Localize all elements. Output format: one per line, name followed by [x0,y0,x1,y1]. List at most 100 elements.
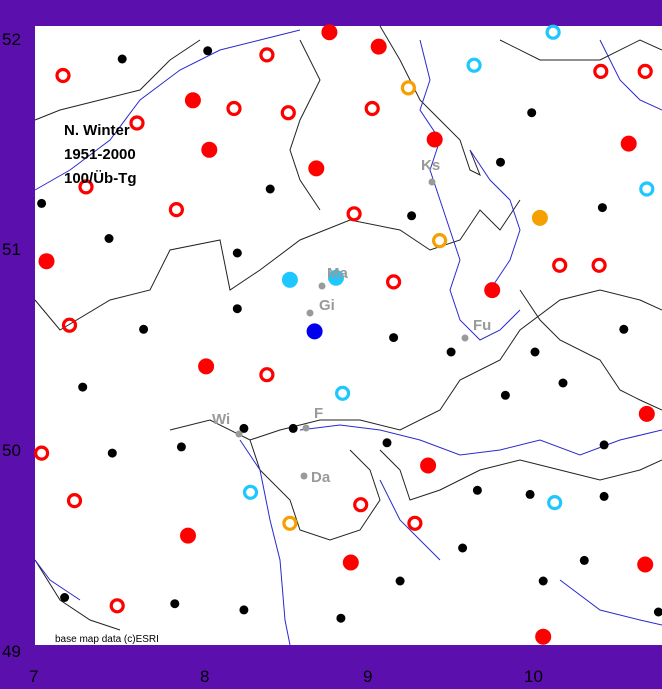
river-line [599,39,662,111]
station-marker-black-dot [558,378,568,388]
station-marker-red-dot [198,358,215,375]
border-line [379,449,662,501]
station-marker-red-dot [370,38,387,55]
y-tick-label: 52 [2,30,21,49]
station-marker-cyan-ring [545,24,561,40]
station-marker-cyan-ring [639,181,655,197]
station-marker-red-ring [593,63,609,80]
station-marker-red-dot [38,253,55,270]
station-marker-red-dot [426,131,443,148]
station-marker-red-ring [55,67,71,84]
city-markers: Ks Ma Gi Fu F Wi Da [212,157,491,486]
station-marker-red-ring [33,445,50,461]
station-marker-black-dot [446,347,456,357]
station-marker-red-ring [591,257,607,273]
station-marker-red-ring [552,257,568,273]
border-line [169,289,662,441]
x-axis: 7 8 9 10 [29,667,543,686]
station-marker-red-ring [168,202,184,218]
legend-line-1: N. Winter [64,122,130,139]
station-marker-orange-ring [282,515,298,531]
station-marker-blue-dot [306,323,323,340]
station-marker-red-ring [637,63,653,80]
station-marker-cyan-dot [281,271,298,288]
station-marker-black-dot [139,324,149,334]
station-marker-red-ring [109,598,125,614]
station-marker-red-dot [201,141,218,158]
station-marker-black-dot [382,438,392,448]
station-marker-black-dot [232,304,242,314]
station-marker-red-ring [66,493,83,509]
station-marker-black-dot [458,543,468,553]
legend-line-2: 1951-2000 [64,146,136,163]
y-tick-label: 50 [2,441,21,460]
station-marker-black-dot [239,605,249,615]
station-marker-red-dot [637,556,654,573]
city-dot-da [300,472,308,480]
station-marker-red-dot [308,160,325,177]
station-marker-red-dot [484,282,501,299]
x-tick-label: 7 [29,667,38,686]
station-marker-cyan-ring [547,495,563,511]
city-label-da: Da [311,469,331,486]
city-label-f: F [314,405,323,422]
station-marker-black-dot [117,54,127,64]
station-marker-red-dot [342,554,359,571]
river-line [419,39,521,341]
river-line [469,149,521,291]
station-marker-cyan-dot [328,269,344,286]
station-marker-black-dot [599,440,609,450]
river-line [239,439,291,646]
station-marker-black-dot [527,108,537,118]
station-marker-black-dot [407,211,417,221]
station-marker-black-dot [37,198,47,208]
border-line [34,559,121,631]
station-marker-red-ring [259,367,275,383]
border-line [499,39,662,61]
river-line [34,559,81,601]
border-line [34,199,521,331]
city-label-ks: Ks [421,157,440,174]
station-marker-cyan-ring [335,385,351,401]
stations-layer [33,24,662,645]
station-marker-red-ring [386,274,402,290]
city-dot-ma [318,282,326,290]
station-marker-black-dot [104,234,114,243]
legend-box: N. Winter 1951-2000 100/Üb-Tg [64,122,137,187]
station-marker-black-dot [653,607,662,617]
station-marker-black-dot [265,184,275,194]
city-dot-fu [461,334,469,342]
station-marker-black-dot [599,491,609,501]
station-marker-black-dot [389,333,399,343]
station-marker-red-ring [346,206,362,222]
station-marker-red-dot [321,24,338,41]
station-marker-black-dot [203,46,213,56]
station-marker-black-dot [619,324,629,334]
station-marker-black-dot [232,248,242,258]
station-marker-black-dot [239,423,249,433]
station-marker-red-ring [353,497,369,513]
x-tick-label: 9 [363,667,372,686]
station-marker-black-dot [288,423,298,433]
station-marker-black-dot [170,599,180,609]
border-line [34,39,201,121]
station-marker-red-ring [78,179,94,195]
border-line [289,39,321,211]
city-label-wi: Wi [212,411,230,428]
station-marker-black-dot [530,347,540,357]
city-dot-f [302,424,310,432]
station-marker-red-dot [620,135,637,152]
station-marker-black-dot [395,576,405,586]
station-marker-black-dot [107,448,117,458]
station-marker-black-dot [500,390,510,400]
station-marker-red-ring [226,100,242,117]
station-marker-red-ring [259,47,275,63]
station-marker-black-dot [597,203,607,213]
station-marker-cyan-ring [242,484,259,500]
city-label-fu: Fu [473,317,491,334]
x-tick-label: 8 [200,667,209,686]
station-marker-red-ring [407,515,423,531]
x-tick-label: 10 [524,667,543,686]
station-marker-black-dot [60,593,70,602]
